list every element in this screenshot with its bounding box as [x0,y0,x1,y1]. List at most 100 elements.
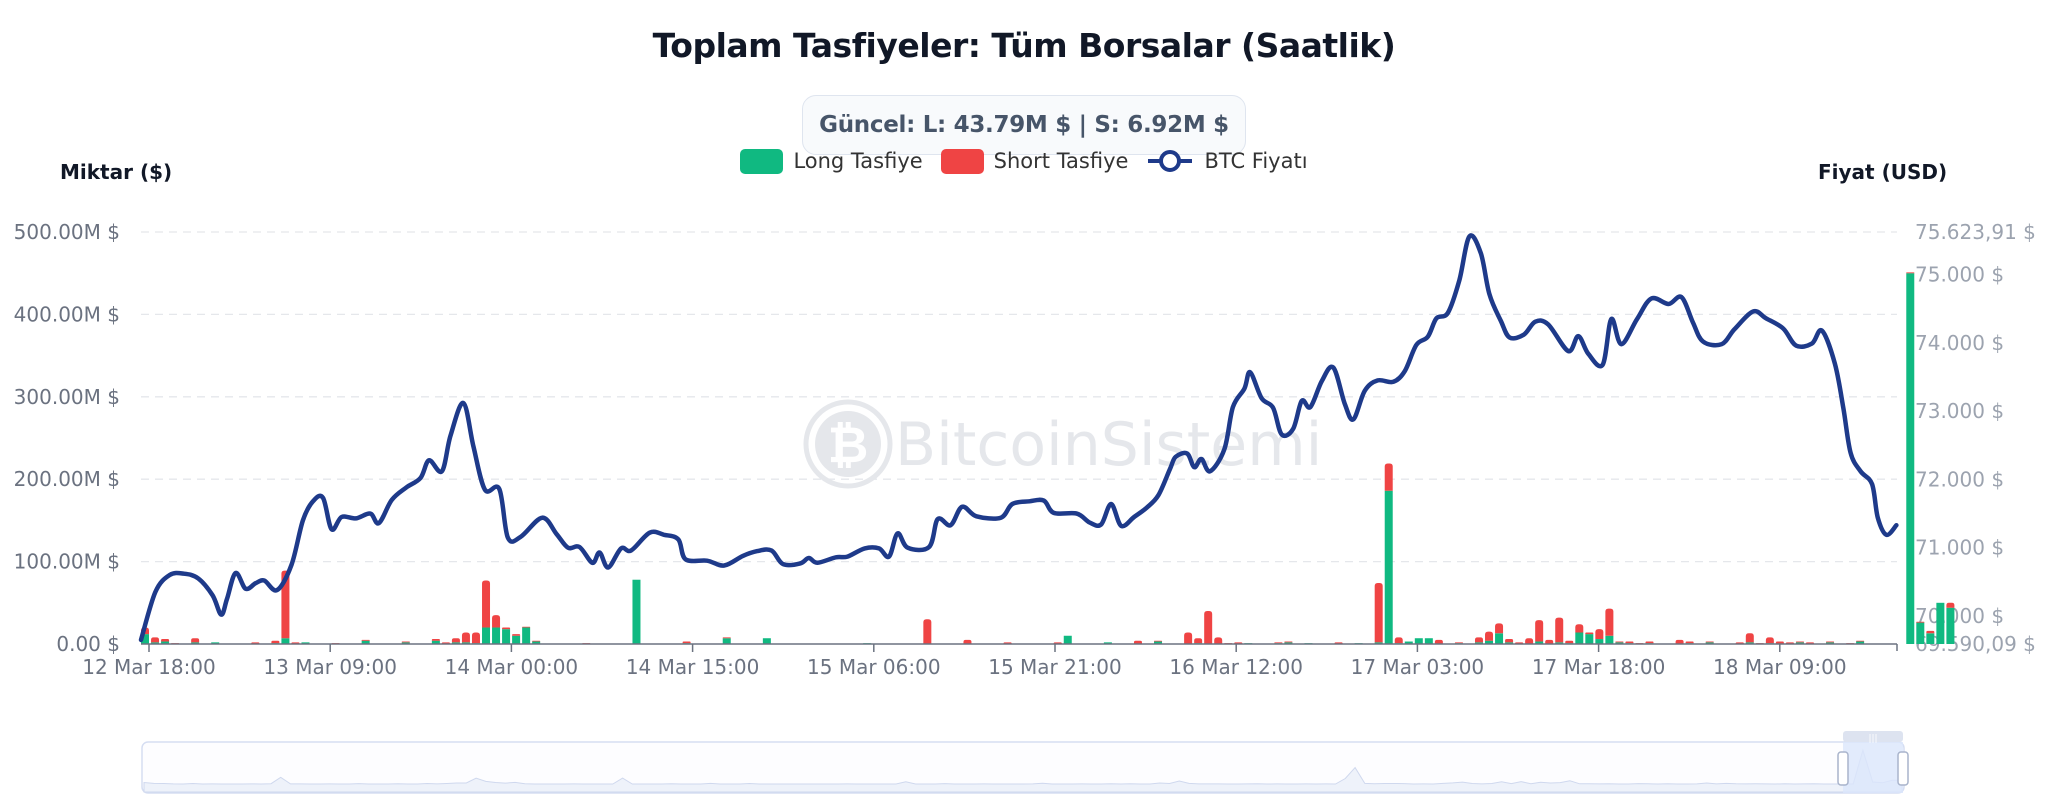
long-bar[interactable] [461,642,470,644]
short-bar[interactable] [1615,641,1624,643]
short-bar[interactable] [1525,638,1534,644]
short-bar[interactable] [923,619,932,644]
short-bar[interactable] [1284,641,1293,643]
long-bar[interactable] [401,642,410,644]
short-bar[interactable] [451,638,460,643]
short-bar[interactable] [492,615,501,628]
short-bar[interactable] [682,641,691,644]
long-bar[interactable] [762,638,771,644]
long-bar[interactable] [451,642,460,644]
short-bar[interactable] [1926,630,1935,634]
short-bar[interactable] [1535,620,1544,642]
long-bar[interactable] [1916,622,1925,644]
short-bar[interactable] [1374,583,1383,643]
short-bar[interactable] [1545,639,1554,644]
slider-left-handle[interactable] [1837,751,1849,786]
slider-drag-bar[interactable] [1843,731,1903,742]
short-bar[interactable] [401,641,410,643]
long-bar[interactable] [191,642,200,644]
short-bar[interactable] [963,639,972,644]
long-bar[interactable] [1745,642,1754,644]
long-bar[interactable] [141,634,149,644]
short-bar[interactable] [1795,641,1804,643]
long-bar[interactable] [1705,642,1714,644]
short-bar[interactable] [471,632,480,644]
short-bar[interactable] [1154,640,1163,642]
long-bar[interactable] [1585,634,1594,644]
short-bar[interactable] [1916,621,1925,623]
short-bar[interactable] [161,639,170,642]
short-bar[interactable] [1946,602,1955,608]
long-bar[interactable] [1856,641,1865,644]
long-bar[interactable] [482,627,491,644]
long-bar[interactable] [1103,642,1112,644]
short-bar[interactable] [512,634,521,636]
short-bar[interactable] [1585,632,1594,635]
long-bar[interactable] [1946,607,1955,644]
short-bar[interactable] [1214,637,1223,644]
short-bar[interactable] [1685,641,1694,644]
long-bar[interactable] [1906,273,1915,644]
short-bar[interactable] [1705,641,1714,643]
long-bar[interactable] [1575,632,1584,644]
short-bar[interactable] [151,637,160,643]
short-bar[interactable] [1485,631,1494,641]
legend-item-short[interactable]: Short Tasfiye [940,148,1128,174]
short-bar[interactable] [1274,642,1283,644]
long-bar[interactable] [1495,633,1504,644]
long-bar[interactable] [211,642,220,644]
short-bar[interactable] [1204,611,1213,644]
short-bar[interactable] [1765,637,1774,644]
short-bar[interactable] [1384,463,1393,491]
long-bar[interactable] [1936,602,1945,644]
short-bar[interactable] [1474,637,1483,643]
long-bar[interactable] [1485,640,1494,644]
long-bar[interactable] [161,641,170,644]
short-bar[interactable] [1184,632,1193,644]
long-bar[interactable] [1154,641,1163,644]
short-bar[interactable] [1505,639,1514,643]
long-bar[interactable] [1795,642,1804,644]
long-bar[interactable] [1605,635,1614,644]
long-bar[interactable] [522,627,531,644]
long-bar[interactable] [1414,638,1423,644]
slider-selected-range[interactable] [1843,742,1903,793]
long-bar[interactable] [1555,642,1564,644]
short-bar[interactable] [1133,640,1142,644]
long-bar[interactable] [1063,635,1072,644]
short-bar[interactable] [461,632,470,643]
long-bar[interactable] [512,635,521,644]
long-bar[interactable] [1826,642,1835,644]
short-bar[interactable] [522,626,531,628]
short-bar[interactable] [1394,637,1403,644]
long-bar[interactable] [431,640,440,644]
legend-item-btc-price[interactable]: BTC Fiyatı [1146,148,1308,174]
short-bar[interactable] [482,580,491,628]
short-bar[interactable] [532,640,541,642]
short-bar[interactable] [1906,272,1915,274]
long-bar[interactable] [1384,490,1393,644]
short-bar[interactable] [1454,642,1463,644]
long-bar[interactable] [1505,642,1514,644]
long-bar[interactable] [1926,633,1935,644]
long-bar[interactable] [151,642,160,644]
long-bar[interactable] [632,579,641,644]
short-bar[interactable] [1194,638,1203,644]
short-bar[interactable] [431,639,440,641]
long-bar[interactable] [361,640,370,644]
short-bar[interactable] [1745,633,1754,643]
long-bar[interactable] [1374,642,1383,644]
short-bar[interactable] [1434,639,1443,644]
data-zoom-slider[interactable]: ||| [141,731,1909,794]
long-bar[interactable] [1535,641,1544,644]
short-bar[interactable] [1645,641,1654,644]
long-bar[interactable] [1424,638,1433,644]
short-bar[interactable] [722,637,731,639]
short-bar[interactable] [1555,617,1564,643]
short-bar[interactable] [502,627,511,630]
btc-price-line[interactable] [138,233,1899,643]
short-bar[interactable] [1605,608,1614,636]
long-bar[interactable] [301,642,310,644]
short-bar[interactable] [1595,629,1604,640]
